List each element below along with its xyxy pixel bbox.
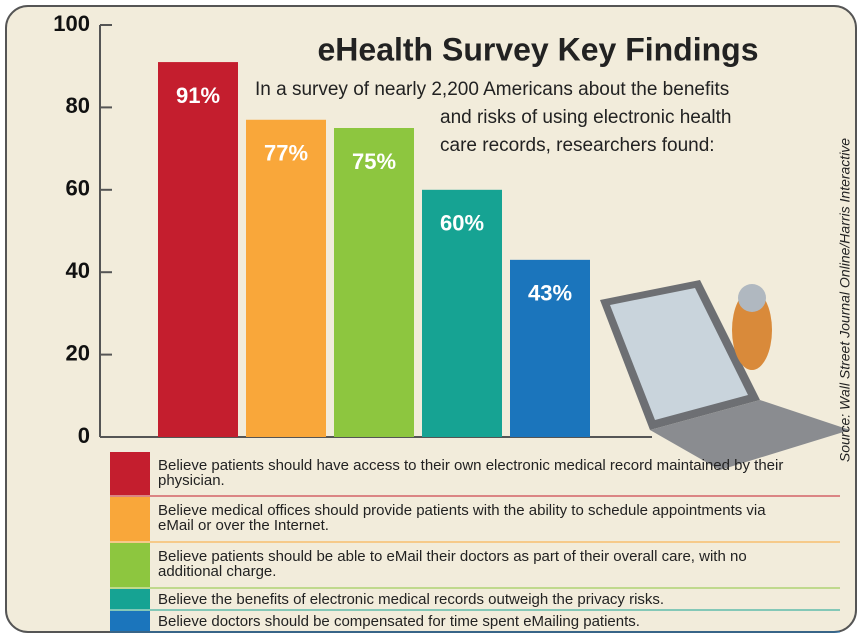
subtitle: In a survey of nearly 2,200 Americans ab… — [255, 79, 729, 100]
value-label: 91% — [176, 83, 220, 108]
chart-title: eHealth Survey Key Findings — [317, 31, 758, 67]
y-tick-label: 80 — [66, 93, 90, 118]
legend-swatch — [110, 543, 150, 587]
source: Source: Wall Street Journal Online/Harri… — [837, 138, 853, 462]
subtitle: and risks of using electronic health — [440, 107, 732, 128]
legend-swatch — [110, 611, 150, 631]
value-label: 43% — [528, 281, 572, 306]
bar — [246, 119, 326, 437]
y-tick-label: 0 — [78, 423, 90, 448]
y-tick-label: 60 — [66, 176, 90, 201]
bar — [422, 189, 502, 437]
legend-label: Believe medical offices should provide p… — [158, 502, 766, 534]
legend-swatch — [110, 452, 150, 495]
legend-label: Believe patients should be able to eMail… — [158, 548, 747, 580]
legend-label: Believe patients should have access to t… — [158, 457, 784, 489]
y-tick-label: 20 — [66, 340, 90, 365]
bar — [510, 259, 590, 437]
y-tick-label: 40 — [66, 258, 90, 283]
bar — [334, 128, 414, 437]
bar — [158, 62, 238, 438]
legend-label: Believe doctors should be compensated fo… — [158, 613, 640, 630]
legend-swatch — [110, 589, 150, 609]
value-label: 60% — [440, 211, 484, 236]
laptop-illustration — [600, 280, 850, 470]
value-label: 77% — [264, 141, 308, 166]
legend-swatch — [110, 497, 150, 541]
subtitle: care records, researchers found: — [440, 135, 715, 156]
value-label: 75% — [352, 149, 396, 174]
y-tick-label: 100 — [53, 11, 90, 36]
legend-label: Believe the benefits of electronic medic… — [158, 591, 665, 608]
